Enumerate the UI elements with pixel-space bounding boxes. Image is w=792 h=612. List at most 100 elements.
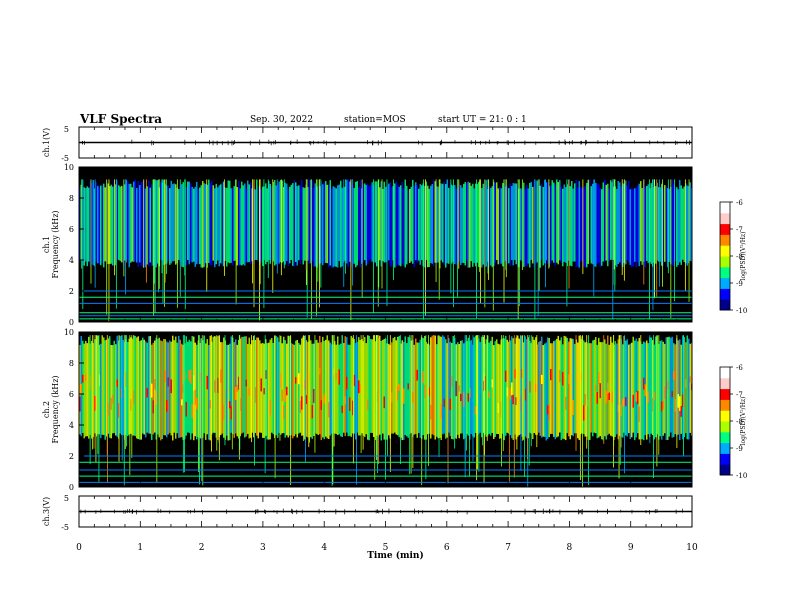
spectrogram-column	[539, 340, 541, 436]
spectrogram-column	[622, 344, 624, 438]
spectrogram-column	[493, 345, 495, 440]
spectrogram-hotspot	[424, 384, 426, 399]
spectrogram-column	[232, 337, 234, 435]
spectrogram-column	[194, 186, 196, 267]
spectrogram-hotspot	[607, 382, 609, 394]
spectrogram-column	[592, 183, 594, 265]
spectrogram-column	[149, 336, 151, 434]
spectrogram-hotspot	[223, 404, 225, 420]
spectrogram-column	[383, 181, 385, 263]
spectrogram-column	[319, 335, 321, 435]
spectrogram-hotspot	[133, 390, 135, 405]
spectrogram-hotspot	[661, 401, 663, 412]
spectrogram-column	[509, 183, 511, 267]
spectrogram-column	[514, 183, 516, 261]
spectrogram-column	[368, 186, 370, 261]
spectrogram-column	[671, 179, 673, 266]
spectrogram-column	[673, 343, 675, 437]
spectrogram-column	[307, 341, 309, 438]
spectrogram-column	[175, 184, 177, 265]
spectrogram-hotspot	[110, 397, 112, 410]
spectrogram-column	[260, 189, 262, 263]
spectrogram-column	[79, 187, 81, 262]
spectrogram-column	[607, 183, 609, 267]
spectrogram-column	[136, 337, 138, 439]
spectrogram-hotspot	[283, 405, 285, 420]
station-label: station=MOS	[344, 115, 406, 125]
spectrogram-column	[617, 339, 619, 440]
spectrogram-column	[448, 187, 450, 264]
spectrogram-column	[233, 186, 235, 261]
spectrogram-column	[602, 182, 604, 262]
spectrogram-column	[599, 187, 601, 268]
spectrogram-column	[580, 186, 582, 262]
x-tick-label: 7	[505, 543, 511, 553]
y-axis-label-line: ch.1	[42, 236, 51, 253]
spectrogram-column	[494, 341, 496, 437]
spectrogram-column	[680, 185, 682, 265]
y-tick-label: 8	[69, 194, 74, 203]
spectrogram-column	[302, 336, 304, 436]
spectrogram-column	[404, 179, 406, 268]
spectrogram-column	[592, 340, 594, 437]
spectrogram-column	[365, 184, 367, 266]
spectrogram-hotspot	[82, 374, 84, 383]
spectrogram-hotspot	[217, 378, 219, 393]
spectrogram-column	[328, 184, 330, 268]
spectrogram-column	[506, 185, 508, 265]
spectrogram-column	[331, 188, 333, 268]
spectrogram-column	[668, 188, 670, 262]
spectrogram-hotspot	[407, 383, 409, 390]
spectrogram-column	[674, 186, 676, 262]
spectrogram-hotspot	[638, 406, 640, 422]
spectrogram-column	[560, 337, 562, 441]
spectrogram-column	[277, 337, 279, 438]
spectrogram-column	[145, 341, 147, 438]
spectrogram-column	[440, 183, 442, 261]
spectrogram-hotspot	[647, 391, 649, 403]
spectrogram-hotspot	[94, 395, 96, 411]
spectrogram-hotspot	[284, 389, 286, 402]
spectrogram-column	[361, 339, 363, 434]
spectrogram-column	[206, 184, 208, 268]
spectrogram-column	[343, 343, 345, 433]
y-tick-label: 0	[69, 483, 74, 492]
spectrogram-column	[274, 180, 276, 266]
spectrogram-column	[445, 339, 447, 439]
spectrogram-column	[101, 185, 103, 264]
spectrogram-hotspot	[260, 378, 262, 392]
spectrogram-hotspot	[230, 406, 232, 420]
spectrogram-hotspot	[506, 387, 508, 397]
spectrogram-column	[610, 180, 612, 260]
spectrogram-column	[596, 183, 598, 264]
ch3-waveform-panel: 5 -5 ch.3(V)	[42, 494, 693, 532]
spectrogram-column	[461, 340, 463, 434]
spectrogram-hotspot	[209, 400, 211, 409]
spectrogram-hotspot	[346, 376, 348, 390]
spectrogram-column	[160, 181, 162, 261]
spectrogram-column	[338, 344, 340, 435]
spectrogram-column	[320, 342, 322, 441]
spectrogram-column	[329, 342, 331, 436]
spectrogram-column	[379, 187, 381, 261]
spectrogram-column	[253, 335, 255, 438]
spectrogram-column	[397, 184, 399, 265]
spectrogram-column	[337, 336, 339, 436]
spectrogram-column	[100, 185, 102, 266]
spectrogram-column	[406, 185, 408, 265]
spectrogram-column	[527, 188, 529, 264]
spectrogram-column	[149, 187, 151, 263]
spectrogram-column	[532, 186, 534, 264]
spectrogram-column	[287, 188, 289, 266]
spectrogram-column	[431, 335, 433, 435]
spectrogram-hotspot	[505, 370, 507, 382]
spectrogram-hotspot	[313, 388, 315, 403]
spectrogram-column	[635, 338, 637, 438]
spectrogram-column	[143, 339, 145, 435]
spectrogram-column	[608, 188, 610, 261]
spectrogram-column	[664, 185, 666, 262]
spectrogram-column	[278, 341, 280, 433]
spectrogram-column	[245, 188, 247, 262]
y-tick-label: 0	[69, 318, 74, 327]
spectrogram-column	[436, 186, 438, 263]
